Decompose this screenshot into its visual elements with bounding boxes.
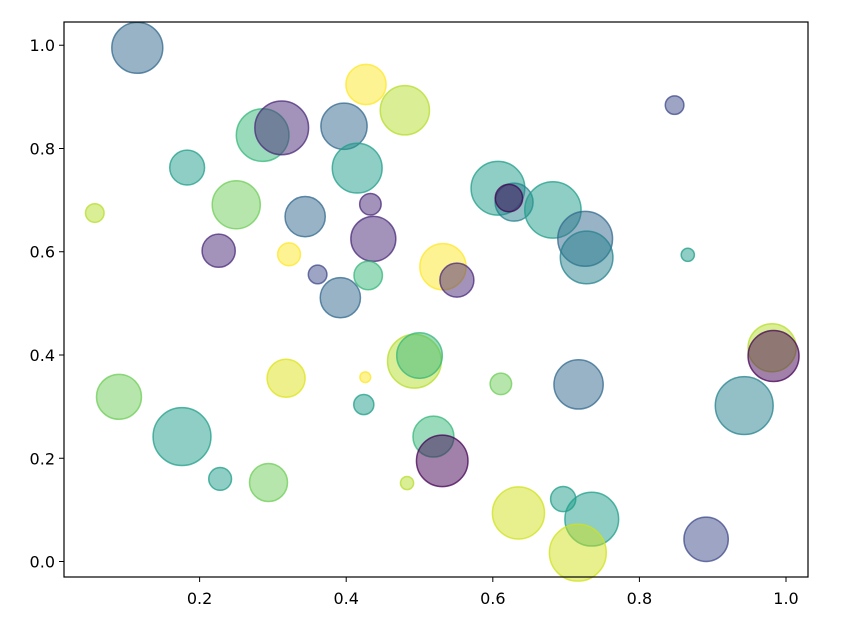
scatter-point	[664, 95, 685, 116]
scatter-point	[111, 21, 164, 75]
scatter-point	[352, 393, 375, 416]
scatter-point	[152, 406, 212, 467]
y-tick-label: 0.6	[30, 243, 55, 262]
x-tick-label: 0.2	[187, 589, 212, 608]
y-tick-label: 1.0	[30, 36, 55, 55]
x-axis: 0.2 0.4 0.6 0.8 1.0	[187, 577, 799, 608]
scatter-point	[683, 516, 730, 563]
scatter-point	[331, 142, 383, 194]
scatter-point	[276, 242, 302, 267]
y-tick-label: 0.4	[30, 346, 55, 365]
scatter-point	[548, 523, 608, 582]
scatter-point	[95, 373, 143, 421]
scatter-point	[248, 462, 289, 503]
scatter-point	[207, 466, 233, 492]
scatter-point	[307, 264, 328, 285]
scatter-point	[211, 179, 262, 230]
scatter-point	[359, 371, 372, 384]
scatter-point	[489, 372, 513, 396]
y-tick-label: 0.8	[30, 139, 55, 158]
scatter-point	[439, 262, 475, 298]
x-tick-label: 1.0	[773, 589, 798, 608]
scatter-point	[84, 202, 105, 224]
scatter-point	[559, 230, 614, 285]
scatter-point	[358, 192, 382, 216]
bubbles-layer	[84, 21, 800, 582]
scatter-point	[319, 276, 362, 319]
x-tick-label: 0.6	[480, 589, 505, 608]
scatter-point	[168, 149, 206, 186]
scatter-point	[320, 102, 368, 151]
plot-area-frame	[63, 21, 809, 578]
y-tick-label: 0.2	[30, 449, 55, 468]
x-tick-label: 0.8	[627, 589, 652, 608]
scatter-point	[350, 215, 397, 263]
scatter-point	[399, 475, 415, 491]
scatter-point	[201, 233, 236, 269]
scatter-point	[395, 331, 444, 380]
y-tick-label: 0.0	[30, 553, 55, 572]
scatter-point	[714, 375, 774, 436]
scatter-point	[254, 100, 310, 156]
scatter-point	[415, 434, 469, 488]
x-tick-label: 0.4	[333, 589, 358, 608]
y-axis: 0.0 0.2 0.4 0.6 0.8 1.0	[30, 36, 64, 572]
scatter-point	[553, 359, 604, 410]
scatter-point	[680, 247, 696, 263]
scatter-point	[345, 63, 387, 106]
scatter-point	[353, 260, 384, 291]
scatter-point	[494, 183, 524, 213]
scatter-point	[747, 329, 800, 383]
scatter-point	[379, 84, 431, 136]
scatter-point	[491, 486, 546, 540]
scatter-point	[284, 195, 327, 238]
scatter-point	[266, 358, 306, 398]
